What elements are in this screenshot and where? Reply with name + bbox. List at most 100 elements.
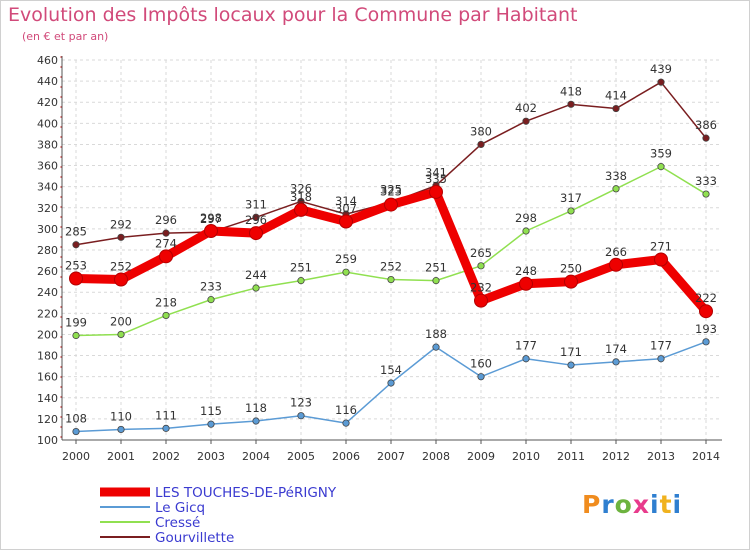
data-label: 307 bbox=[335, 202, 357, 216]
y-tick-label: 180 bbox=[37, 350, 58, 363]
x-tick-label: 2008 bbox=[422, 450, 450, 463]
data-point bbox=[612, 358, 620, 366]
data-point bbox=[72, 331, 80, 340]
data-label: 218 bbox=[155, 295, 177, 309]
data-point bbox=[702, 134, 710, 142]
y-tick-label: 460 bbox=[37, 54, 58, 67]
data-label: 317 bbox=[560, 191, 582, 205]
y-tick-label: 220 bbox=[37, 307, 58, 320]
data-point bbox=[204, 224, 218, 238]
data-point bbox=[342, 419, 350, 427]
data-point bbox=[612, 185, 620, 193]
data-point bbox=[612, 104, 620, 113]
data-label: 110 bbox=[110, 409, 132, 423]
data-point bbox=[567, 361, 575, 369]
legend-label: Le Gicq bbox=[155, 500, 205, 516]
data-point bbox=[432, 343, 440, 351]
y-tick-label: 160 bbox=[37, 371, 58, 384]
legend-label: Gourvillette bbox=[155, 530, 234, 546]
logo-letter: P bbox=[582, 490, 602, 519]
data-label: 188 bbox=[425, 327, 447, 341]
chart-title: Evolution des Impôts locaux pour la Comm… bbox=[8, 4, 578, 26]
data-point bbox=[519, 276, 533, 291]
data-label: 160 bbox=[470, 357, 492, 371]
data-point bbox=[342, 268, 350, 276]
data-label: 274 bbox=[155, 236, 177, 250]
data-point bbox=[432, 277, 440, 285]
data-point bbox=[657, 163, 665, 171]
y-tick-label: 380 bbox=[37, 138, 58, 151]
data-label: 266 bbox=[605, 245, 627, 259]
logo-letter: i bbox=[672, 490, 683, 519]
y-tick-label: 300 bbox=[37, 223, 58, 236]
data-point bbox=[72, 241, 80, 249]
data-label: 251 bbox=[290, 261, 312, 275]
proxiti-logo: Proxiti bbox=[582, 490, 682, 519]
data-label: 297 bbox=[200, 212, 222, 226]
x-tick-label: 2000 bbox=[62, 450, 90, 463]
y-tick-label: 420 bbox=[37, 96, 58, 109]
data-label: 314 bbox=[335, 194, 357, 208]
x-tick-label: 2013 bbox=[647, 450, 675, 463]
data-point bbox=[477, 262, 485, 270]
x-tick-label: 2004 bbox=[242, 450, 270, 463]
x-tick-label: 2001 bbox=[107, 450, 135, 463]
data-label: 233 bbox=[200, 280, 222, 294]
data-point bbox=[657, 78, 665, 86]
data-point bbox=[387, 379, 395, 387]
data-label: 326 bbox=[290, 181, 312, 195]
data-point bbox=[69, 271, 83, 286]
data-label: 380 bbox=[470, 124, 492, 138]
data-point bbox=[252, 284, 260, 292]
data-label: 193 bbox=[695, 322, 717, 336]
data-label: 108 bbox=[65, 412, 87, 426]
data-label: 154 bbox=[380, 363, 402, 377]
data-label: 439 bbox=[650, 62, 672, 76]
data-point bbox=[522, 355, 530, 363]
x-tick-label: 2005 bbox=[287, 450, 315, 463]
data-label: 222 bbox=[695, 291, 717, 305]
data-label: 298 bbox=[515, 211, 537, 225]
data-label: 248 bbox=[515, 264, 537, 278]
x-tick-label: 2011 bbox=[557, 450, 585, 463]
data-point bbox=[297, 412, 305, 420]
data-point bbox=[474, 293, 488, 308]
data-point bbox=[384, 197, 398, 212]
data-point bbox=[702, 190, 710, 198]
data-point bbox=[162, 424, 170, 432]
legend-label: Cressé bbox=[155, 515, 200, 531]
logo-letter: i bbox=[650, 490, 660, 519]
data-point bbox=[567, 100, 575, 108]
data-label: 259 bbox=[335, 252, 357, 266]
y-tick-label: 340 bbox=[37, 181, 58, 194]
data-label: 115 bbox=[200, 404, 222, 418]
data-point bbox=[339, 214, 353, 229]
data-label: 271 bbox=[650, 240, 672, 254]
x-tick-label: 2014 bbox=[692, 450, 720, 463]
data-label: 116 bbox=[335, 403, 357, 417]
data-point bbox=[159, 249, 173, 264]
x-tick-label: 2009 bbox=[467, 450, 495, 463]
data-point bbox=[429, 184, 443, 199]
data-point bbox=[564, 274, 578, 289]
data-point bbox=[252, 417, 260, 425]
legend-label: LES TOUCHES-DE-PéRIGNY bbox=[155, 485, 337, 501]
data-label: 335 bbox=[425, 172, 447, 186]
data-label: 252 bbox=[380, 260, 402, 274]
logo-letter: x bbox=[632, 490, 650, 519]
logo-letter: t bbox=[659, 490, 673, 519]
data-label: 323 bbox=[380, 185, 402, 199]
data-point bbox=[699, 304, 713, 319]
data-point bbox=[522, 227, 530, 235]
data-point bbox=[117, 330, 125, 339]
data-label: 111 bbox=[155, 408, 177, 422]
data-label: 341 bbox=[425, 166, 447, 180]
data-label: 296 bbox=[245, 213, 267, 227]
data-label: 244 bbox=[245, 268, 267, 282]
data-point bbox=[72, 427, 80, 436]
y-tick-label: 240 bbox=[37, 286, 58, 299]
data-label: 174 bbox=[605, 342, 627, 356]
data-point bbox=[609, 257, 623, 272]
data-point bbox=[387, 275, 395, 284]
